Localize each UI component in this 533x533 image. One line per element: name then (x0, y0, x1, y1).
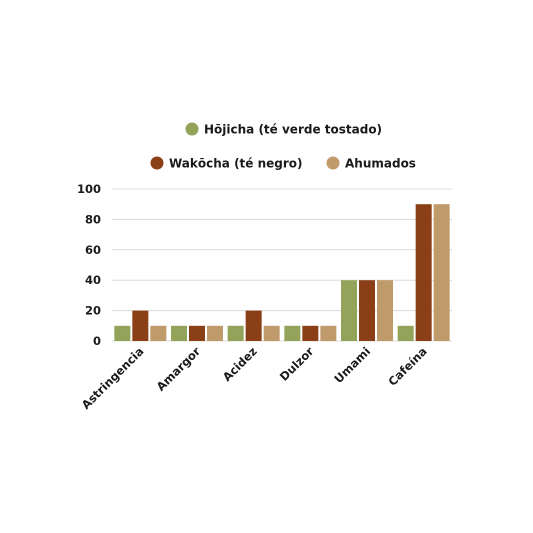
legend-label-1: Hōjicha (té verde tostado) (204, 123, 382, 137)
bars (114, 204, 450, 341)
bar-cafeína-series-2 (415, 204, 432, 341)
bar-umami-series-3 (377, 280, 393, 341)
y-axis-ticks: 0 20 40 60 80 100 (77, 182, 101, 348)
legend-marker-3 (326, 156, 340, 170)
x-tick-label: Acidez (220, 344, 260, 384)
y-tick-label: 40 (85, 273, 101, 287)
legend-marker-1 (185, 122, 199, 136)
y-tick-label: 80 (85, 212, 101, 226)
x-tick-label: Umami (331, 344, 373, 386)
y-tick-label: 100 (77, 182, 101, 196)
legend-marker-2 (150, 156, 164, 170)
y-tick-label: 0 (93, 334, 101, 348)
bar-astringencia-series-2 (132, 310, 149, 341)
legend-label-2: Wakōcha (té negro) (169, 157, 303, 171)
bar-dulzor-series-1 (284, 325, 301, 341)
legend: Hōjicha (té verde tostado) Wakōcha (té ne… (150, 122, 416, 171)
bar-acidez-series-2 (245, 310, 262, 341)
bar-astringencia-series-1 (114, 325, 131, 341)
bar-dulzor-series-3 (320, 325, 337, 341)
bar-acidez-series-1 (227, 325, 244, 341)
bar-amargor-series-2 (189, 325, 205, 341)
bar-astringencia-series-3 (150, 325, 167, 341)
bar-cafeína-series-3 (433, 204, 450, 341)
bar-acidez-series-3 (263, 325, 280, 341)
bar-cafeína-series-1 (397, 325, 414, 341)
y-tick-label: 20 (85, 304, 101, 318)
y-tick-label: 60 (85, 243, 101, 257)
bar-amargor-series-1 (171, 325, 187, 341)
bar-amargor-series-3 (207, 325, 223, 341)
bar-umami-series-2 (359, 280, 375, 341)
x-tick-label: Cafeína (385, 344, 429, 388)
x-tick-label: Amargor (154, 344, 204, 394)
legend-label-3: Ahumados (345, 157, 416, 171)
bar-dulzor-series-2 (302, 325, 319, 341)
bar-umami-series-1 (341, 280, 357, 341)
grid-lines (112, 188, 452, 342)
x-axis-ticks: Astringencia Amargor Acidez Dulzor Umami Cafe… (79, 344, 430, 412)
x-tick-label: Astringencia (79, 344, 147, 412)
x-tick-label: Dulzor (277, 344, 317, 384)
